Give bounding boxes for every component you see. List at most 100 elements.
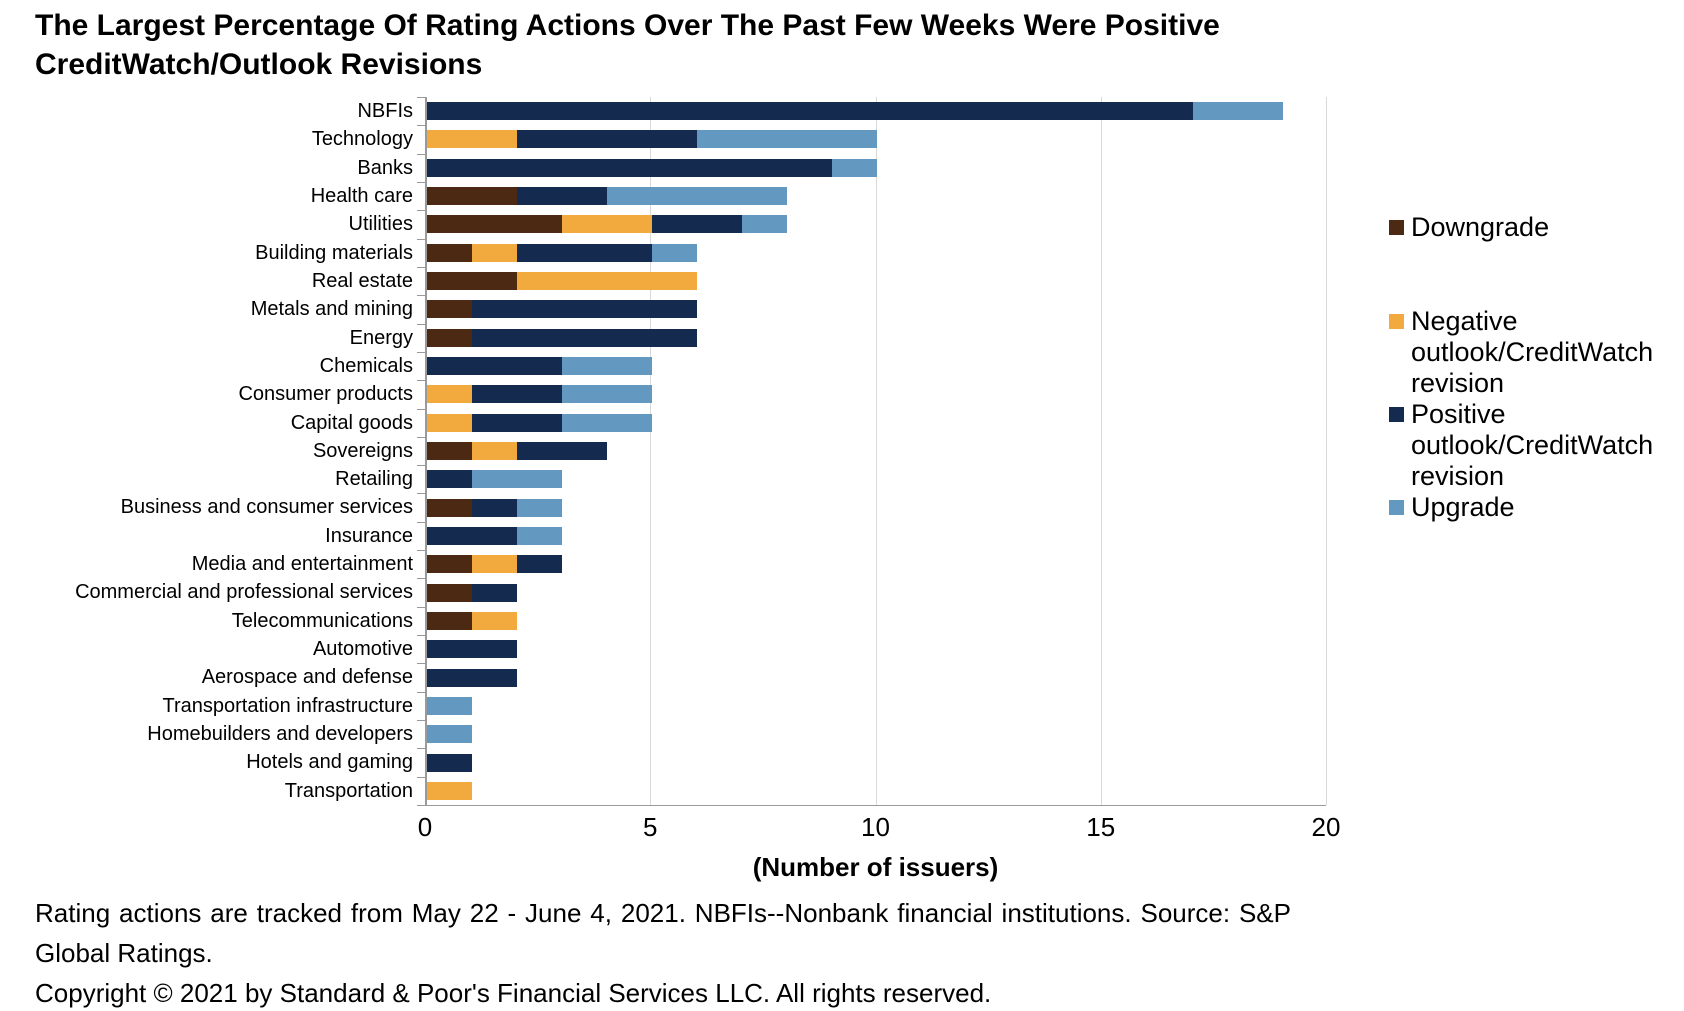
category-label: Utilities <box>348 213 413 236</box>
category-label: Transportation infrastructure <box>162 694 413 717</box>
category-label: Energy <box>349 326 413 349</box>
bar-row <box>427 442 608 460</box>
category-label: Retailing <box>335 468 413 491</box>
bar-row <box>427 696 473 715</box>
y-tick <box>417 238 425 240</box>
upgrade-swatch-icon <box>1389 500 1404 515</box>
y-tick <box>417 635 425 637</box>
y-tick <box>417 493 425 495</box>
bar-segment <box>427 753 473 772</box>
category-label: Telecommunications <box>231 609 413 632</box>
bar-segment <box>472 300 698 319</box>
y-tick <box>417 691 425 693</box>
category-label: Chemicals <box>319 354 413 377</box>
gridline <box>1100 97 1102 805</box>
y-axis-line <box>425 97 427 805</box>
x-axis-line <box>425 805 1326 806</box>
legend-label: Upgrade <box>1411 492 1515 522</box>
footnotes: Rating actions are tracked from May 22 -… <box>35 893 1291 1011</box>
category-label: Aerospace and defense <box>201 666 413 689</box>
bar-segment <box>427 300 473 319</box>
x-tick-label: 0 <box>417 812 433 842</box>
bar-segment <box>427 725 473 744</box>
bar-segment <box>427 781 473 800</box>
bar-row <box>427 272 698 291</box>
y-tick <box>417 97 425 98</box>
bar-segment <box>472 611 518 630</box>
bar-row <box>427 583 518 602</box>
bar-segment <box>517 442 608 460</box>
bar-row <box>427 328 698 347</box>
chart-title: The Largest Percentage Of Rating Actions… <box>35 9 1220 81</box>
bar-segment <box>472 442 518 460</box>
bar-segment <box>652 215 743 234</box>
bar-segment <box>427 187 518 206</box>
y-tick <box>417 125 425 127</box>
category-label: Insurance <box>325 524 413 547</box>
x-tick-label: 5 <box>643 812 658 842</box>
category-label: Commercial and professional services <box>75 581 413 604</box>
gridline <box>650 97 652 805</box>
bar-row <box>427 102 1283 121</box>
gridline <box>1326 97 1327 805</box>
bar-row <box>427 385 653 404</box>
bar-segment <box>427 413 473 432</box>
bar-row <box>427 470 563 489</box>
bar-segment <box>472 583 518 602</box>
y-tick <box>417 436 425 438</box>
category-label: Media and entertainment <box>191 553 413 576</box>
y-tick <box>417 380 425 382</box>
bar-segment <box>472 385 563 404</box>
category-label: NBFIs <box>357 100 413 122</box>
bar-row <box>427 611 518 630</box>
bar-row <box>427 781 473 800</box>
bar-segment <box>472 555 518 574</box>
bar-segment <box>427 357 563 376</box>
bar-segment <box>427 526 518 545</box>
category-label: Metals and mining <box>250 298 413 321</box>
bar-row <box>427 243 698 262</box>
negative-swatch-icon <box>1389 314 1404 329</box>
category-label: Automotive <box>312 638 413 661</box>
bar-segment <box>742 215 788 234</box>
bar-segment <box>517 526 563 545</box>
bar-segment <box>562 385 653 404</box>
bar-segment <box>427 130 518 149</box>
x-tick-label: 20 <box>1311 812 1341 842</box>
bar-segment <box>427 215 563 234</box>
bar-segment <box>427 102 1193 121</box>
bar-segment <box>562 215 653 234</box>
y-tick <box>417 578 425 580</box>
bar-segment <box>517 187 608 206</box>
gridline <box>875 97 877 805</box>
y-tick <box>417 606 425 608</box>
source-note: Rating actions are tracked from May 22 -… <box>35 898 1291 968</box>
bar-row <box>427 187 788 206</box>
bar-segment <box>517 243 653 262</box>
bar-segment <box>1192 102 1283 121</box>
category-label: Capital goods <box>290 411 413 434</box>
bar-segment <box>427 611 473 630</box>
y-tick <box>417 521 425 523</box>
category-label: Consumer products <box>238 383 413 406</box>
bar-segment <box>427 272 518 291</box>
y-tick <box>417 323 425 325</box>
bar-row <box>427 357 653 376</box>
bar-segment <box>427 470 473 489</box>
bar-segment <box>697 130 878 149</box>
y-tick <box>417 408 425 410</box>
bar-segment <box>472 498 518 517</box>
category-label: Banks <box>357 156 413 179</box>
legend-label: Negative outlook/CreditWatch revision <box>1411 306 1654 398</box>
bar-segment <box>517 555 563 574</box>
legend: Downgrade Negative outlook/CreditWatch r… <box>1389 212 1684 523</box>
positive-swatch-icon <box>1389 407 1404 422</box>
y-tick <box>417 351 425 353</box>
legend-label: Positive outlook/CreditWatch revision <box>1411 399 1654 491</box>
bar-segment <box>472 470 563 489</box>
category-label: Building materials <box>255 241 413 264</box>
bar-segment <box>472 243 518 262</box>
bar-segment <box>517 498 563 517</box>
bar-segment <box>832 158 878 177</box>
bar-row <box>427 158 878 177</box>
